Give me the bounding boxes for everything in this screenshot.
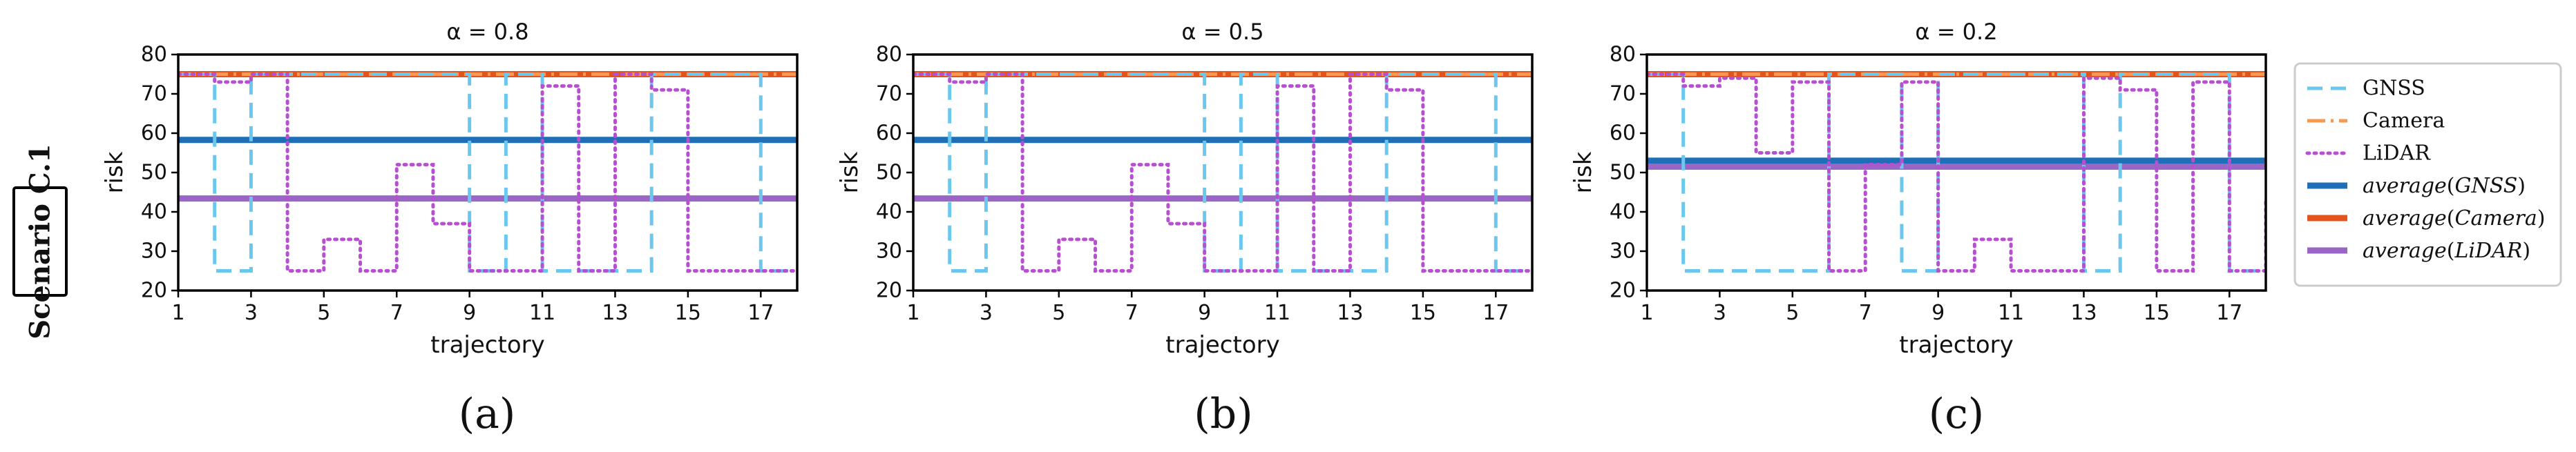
legend-label: LiDAR: [2363, 141, 2431, 166]
series-line-lidar: [1647, 72, 2266, 273]
x-tick-label: 15: [675, 301, 701, 325]
y-tick-label: 30: [141, 239, 167, 264]
y-tick-label: 50: [141, 161, 167, 185]
x-tick-label: 11: [1264, 301, 1290, 325]
legend-entry-gnss: GNSS: [2307, 77, 2425, 101]
chart-title: α = 0.5: [1181, 19, 1263, 45]
y-tick-label: 30: [876, 239, 902, 264]
x-axis-label: trajectory: [1165, 331, 1279, 359]
x-tick-label: 1: [171, 301, 184, 325]
x-tick-label: 13: [602, 301, 628, 325]
x-tick-label: 3: [245, 301, 258, 325]
x-tick-label: 11: [1998, 301, 2024, 325]
legend-label: Camera: [2363, 109, 2445, 133]
x-tick-label: 1: [1640, 301, 1653, 325]
x-tick-label: 7: [390, 301, 403, 325]
series-line-gnss: [178, 72, 797, 273]
x-tick-label: 17: [747, 301, 774, 325]
y-tick-label: 60: [141, 121, 167, 146]
legend-entry-avg-camera: average(Camera): [2307, 206, 2546, 230]
caption-a: (a): [459, 390, 516, 438]
y-tick-label: 70: [141, 82, 167, 106]
plot-frame: [1645, 53, 2267, 292]
x-tick-label: 3: [980, 301, 993, 325]
legend-items: GNSS Camera LiDAR average(GNSS) average(Came…: [2305, 77, 2546, 263]
x-tick-label: 9: [1198, 301, 1211, 325]
plot-frame: [177, 53, 799, 292]
y-tick-label: 20: [876, 279, 902, 303]
y-axis-label: risk: [836, 151, 864, 193]
y-tick-label: 50: [876, 161, 902, 185]
row-label-box: [12, 186, 68, 297]
y-tick-label: 80: [1610, 43, 1636, 67]
y-tick-label: 60: [876, 121, 902, 146]
legend-label: average(LiDAR): [2363, 239, 2530, 263]
x-tick-label: 13: [2070, 301, 2097, 325]
row-label: Scenario C.1: [24, 144, 57, 339]
x-tick-label: 3: [1713, 301, 1726, 325]
legend-entry-avg-lidar: average(LiDAR): [2307, 239, 2530, 263]
x-tick-label: 7: [1859, 301, 1872, 325]
y-axis-label: risk: [101, 151, 128, 193]
x-tick-label: 5: [1786, 301, 1799, 325]
x-tick-label: 7: [1125, 301, 1138, 325]
series-group: [178, 71, 797, 273]
x-tick-label: 9: [463, 301, 476, 325]
y-tick-label: 20: [141, 279, 167, 303]
x-tick-label: 17: [2216, 301, 2242, 325]
chart-title: α = 0.2: [1915, 19, 1997, 45]
series-line-gnss: [1647, 72, 2266, 273]
y-tick-label: 50: [1610, 161, 1636, 185]
y-tick-label: 40: [876, 200, 902, 224]
y-tick-label: 70: [1610, 82, 1636, 106]
x-tick-label: 11: [529, 301, 555, 325]
y-tick-label: 60: [1610, 121, 1636, 146]
series-group: [1647, 71, 2266, 273]
caption-b: (b): [1194, 390, 1252, 438]
x-tick-label: 5: [1052, 301, 1065, 325]
legend-entry-camera: Camera: [2307, 109, 2445, 133]
y-tick-label: 20: [1610, 279, 1636, 303]
series-line-gnss: [913, 72, 1532, 273]
legend: GNSS Camera LiDAR average(GNSS) average(Came…: [2293, 62, 2562, 287]
x-tick-label: 1: [906, 301, 919, 325]
x-tick-label: 17: [1482, 301, 1509, 325]
legend-label: average(GNSS): [2363, 174, 2526, 198]
y-tick-label: 80: [876, 43, 902, 67]
row-label-group: Scenario C.1: [12, 144, 68, 340]
x-tick-label: 9: [1931, 301, 1945, 325]
legend-label: GNSS: [2363, 77, 2425, 101]
legend-entry-avg-gnss: average(GNSS): [2307, 174, 2526, 198]
x-tick-label: 15: [1410, 301, 1436, 325]
y-tick-label: 70: [876, 82, 902, 106]
series-line-lidar: [178, 72, 797, 273]
y-tick-label: 80: [141, 43, 167, 67]
legend-frame: [2293, 62, 2562, 287]
x-axis-label: trajectory: [1899, 331, 2013, 359]
y-tick-label: 30: [1610, 239, 1636, 264]
legend-entry-lidar: LiDAR: [2305, 141, 2431, 166]
series-group: [913, 71, 1532, 273]
x-axis-label: trajectory: [430, 331, 544, 359]
x-tick-label: 15: [2144, 301, 2170, 325]
legend-label: average(Camera): [2363, 206, 2546, 230]
plot-frame: [912, 53, 1534, 292]
x-tick-label: 5: [317, 301, 330, 325]
y-axis-label: risk: [1570, 151, 1597, 193]
y-tick-label: 40: [141, 200, 167, 224]
y-tick-label: 40: [1610, 200, 1636, 224]
x-tick-label: 13: [1337, 301, 1363, 325]
series-line-lidar: [913, 72, 1532, 273]
chart-title: α = 0.8: [446, 19, 528, 45]
caption-c: (c): [1929, 390, 1984, 438]
